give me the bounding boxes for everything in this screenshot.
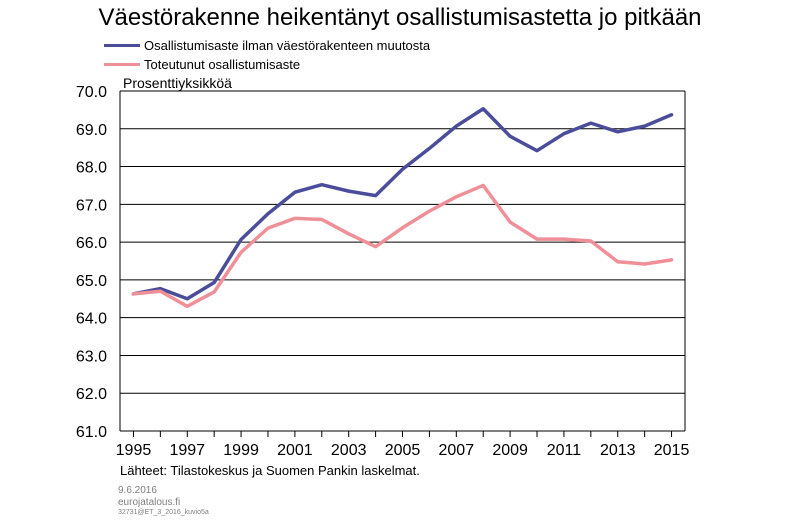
x-tick-label: 2001	[277, 442, 313, 459]
x-tick-label: 2009	[492, 442, 528, 459]
y-axis-unit-label: Prosenttiyksikköä	[123, 75, 232, 91]
x-tick-label: 2013	[600, 442, 636, 459]
chart-title: Väestörakenne heikentänyt osallistumisas…	[98, 4, 702, 31]
y-tick-label: 67.0	[76, 197, 107, 214]
y-tick-label: 66.0	[76, 235, 107, 252]
x-tick-label: 2007	[439, 442, 475, 459]
legend-item-series-2: Toteutunut osallistumisaste	[104, 55, 430, 74]
y-tick-label: 64.0	[76, 311, 107, 328]
footer-code: 32731@ET_3_2016_kuvio5a	[118, 509, 209, 516]
footer-site: eurojatalous.fi	[118, 497, 181, 508]
series-line-2	[131, 183, 674, 309]
x-tick-label: 1995	[116, 442, 152, 459]
y-tick-label: 62.0	[76, 386, 107, 403]
x-tick-label: 2011	[547, 442, 582, 459]
y-tick-label: 68.0	[76, 160, 107, 177]
x-tick-label: 2005	[385, 442, 421, 459]
footer-date: 9.6.2016	[118, 485, 157, 496]
x-tick-label: 1999	[223, 442, 259, 459]
legend-swatch-series-2	[104, 63, 140, 66]
x-tick-label: 1997	[169, 442, 205, 459]
x-tick-label: 2015	[654, 442, 690, 459]
legend-label-series-2: Toteutunut osallistumisaste	[144, 57, 301, 72]
legend-item-series-1: Osallistumisaste ilman väestörakenteen m…	[104, 36, 430, 55]
x-tick-label: 2003	[331, 442, 367, 459]
sources-note: Lähteet: Tilastokeskus ja Suomen Pankin …	[120, 463, 420, 478]
y-tick-label: 65.0	[76, 273, 107, 290]
legend-label-series-1: Osallistumisaste ilman väestörakenteen m…	[144, 38, 431, 53]
y-tick-label: 70.0	[76, 84, 107, 101]
y-tick-label: 69.0	[76, 122, 107, 139]
y-tick-label: 63.0	[76, 348, 107, 365]
series-line-1	[131, 107, 674, 301]
y-tick-label: 61.0	[76, 424, 107, 441]
chart-legend: Osallistumisaste ilman väestörakenteen m…	[104, 36, 430, 74]
legend-swatch-series-1	[104, 44, 140, 47]
